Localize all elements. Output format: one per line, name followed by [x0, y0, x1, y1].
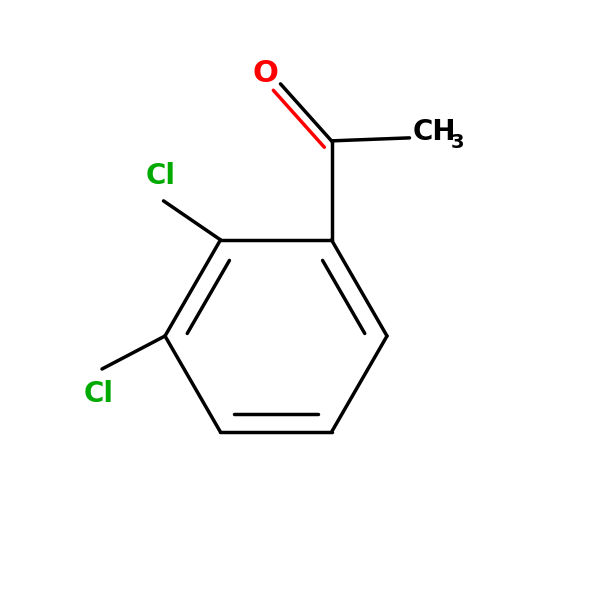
- Text: Cl: Cl: [146, 162, 176, 190]
- Text: O: O: [253, 59, 278, 88]
- Text: CH: CH: [413, 118, 456, 146]
- Text: 3: 3: [450, 133, 464, 152]
- Text: Cl: Cl: [84, 380, 114, 408]
